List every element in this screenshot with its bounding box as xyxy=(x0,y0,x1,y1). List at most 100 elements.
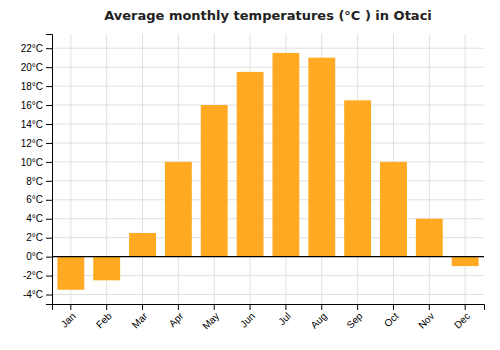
bar xyxy=(129,233,156,257)
x-tick-label: Feb xyxy=(94,310,114,330)
y-tick: 16°C xyxy=(21,100,52,111)
x-tick: Dec xyxy=(452,304,472,331)
y-tick: 2°C xyxy=(26,232,52,243)
x-tick: Jan xyxy=(59,304,78,330)
zero-line xyxy=(52,256,484,257)
x-tick-mark xyxy=(393,304,394,310)
chart: -4°C-2°C0°C2°C4°C6°C8°C10°C12°C14°C16°C1… xyxy=(0,0,500,350)
y-tick-mark xyxy=(46,257,52,258)
bar xyxy=(165,162,192,257)
y-tick: -2°C xyxy=(23,270,52,281)
y-tick-label: 14°C xyxy=(21,119,43,130)
x-tick: May xyxy=(200,304,221,332)
bar xyxy=(344,100,371,256)
y-tick-label: 20°C xyxy=(21,62,43,73)
y-tick-label: 10°C xyxy=(21,157,43,168)
x-tick-label: Nov xyxy=(416,310,436,330)
y-tick: 14°C xyxy=(21,119,52,130)
plot: -4°C-2°C0°C2°C4°C6°C8°C10°C12°C14°C16°C1… xyxy=(21,34,485,332)
grid-line-y xyxy=(52,142,484,143)
y-tick-mark xyxy=(46,48,52,49)
x-tick: Aug xyxy=(308,304,328,331)
bars xyxy=(57,53,478,290)
x-tick-label: May xyxy=(200,310,221,331)
y-tick-label: 22°C xyxy=(21,43,43,54)
grid-line-y xyxy=(52,199,484,200)
grid-line-y xyxy=(52,294,484,295)
x-tick-mark xyxy=(70,304,71,310)
y-tick-label: 0°C xyxy=(26,251,43,262)
y-tick-mark xyxy=(46,105,52,106)
x-tick-mark xyxy=(429,304,430,310)
x-tick-label: Jan xyxy=(59,310,78,329)
grid-line-x xyxy=(429,34,430,304)
y-tick-mark xyxy=(46,219,52,220)
x-tick-label: Sep xyxy=(344,310,365,331)
y-tick: 10°C xyxy=(21,157,52,168)
y-tick-label: 4°C xyxy=(26,213,43,224)
bar xyxy=(237,72,264,257)
x-tick: Sep xyxy=(344,304,365,331)
y-tick-mark xyxy=(46,200,52,201)
y-tick-mark xyxy=(46,276,52,277)
y-tick: 12°C xyxy=(21,138,52,149)
y-tick-mark xyxy=(46,162,52,163)
bar xyxy=(308,58,335,257)
y-tick-label: 18°C xyxy=(21,81,43,92)
y-tick: 18°C xyxy=(21,81,52,92)
grid-line-y xyxy=(52,86,484,87)
y-tick-mark xyxy=(46,238,52,239)
bar xyxy=(272,53,299,257)
x-tick-mark xyxy=(465,304,466,310)
y-tick: 20°C xyxy=(21,62,52,73)
y-tick-mark xyxy=(46,181,52,182)
grid-line-y xyxy=(52,67,484,68)
y-tick-mark xyxy=(46,143,52,144)
x-tick: Nov xyxy=(416,304,436,331)
y-tick-label: 12°C xyxy=(21,138,43,149)
y-tick-mark xyxy=(46,86,52,87)
x-tick: Oct xyxy=(382,304,401,329)
grid-line-x xyxy=(142,34,143,304)
x-tick-mark xyxy=(250,304,251,310)
y-tick: 0°C xyxy=(26,251,52,262)
y-tick-label: 16°C xyxy=(21,100,43,111)
bar xyxy=(57,257,84,290)
x-tick: Mar xyxy=(130,304,150,330)
grid-line-y xyxy=(52,161,484,162)
y-tick: 4°C xyxy=(26,213,52,224)
x-tick-mark xyxy=(106,304,107,310)
x-tick-mark xyxy=(321,304,322,310)
x-tick-label: Oct xyxy=(382,310,401,329)
x-tick: Jun xyxy=(238,304,257,330)
y-tick: -4°C xyxy=(23,289,52,300)
x-tick-mark xyxy=(214,304,215,310)
x-axis-line xyxy=(53,305,485,311)
x-tick-mark xyxy=(178,304,179,310)
bar xyxy=(452,257,479,266)
y-axis-line xyxy=(46,35,53,305)
y-tick-mark xyxy=(46,67,52,68)
y-tick-label: 6°C xyxy=(26,194,43,205)
y-tick-mark xyxy=(46,295,52,296)
grid-line-y xyxy=(52,180,484,181)
bar xyxy=(93,257,120,281)
x-tick-label: Mar xyxy=(130,310,150,330)
y-tick-label: 2°C xyxy=(26,232,43,243)
x-tick-mark xyxy=(285,304,286,310)
grid xyxy=(52,34,484,304)
x-tick-label: Dec xyxy=(452,310,472,330)
x-tick-label: Jul xyxy=(276,310,293,327)
y-tick-label: -2°C xyxy=(23,270,43,281)
x-tick-label: Aug xyxy=(308,310,328,330)
x-tick: Jul xyxy=(276,304,293,327)
grid-line-y xyxy=(52,105,484,106)
x-tick-mark xyxy=(142,304,143,310)
y-tick: 22°C xyxy=(21,43,52,54)
x-axis: Jan Feb Mar Apr May Jun Jul Aug Sep Oct Nov Dec xyxy=(53,304,485,332)
x-tick-mark xyxy=(357,304,358,310)
y-tick-label: -4°C xyxy=(23,289,43,300)
y-tick: 6°C xyxy=(26,194,52,205)
grid-line-y xyxy=(52,48,484,49)
x-tick: Apr xyxy=(167,304,186,329)
